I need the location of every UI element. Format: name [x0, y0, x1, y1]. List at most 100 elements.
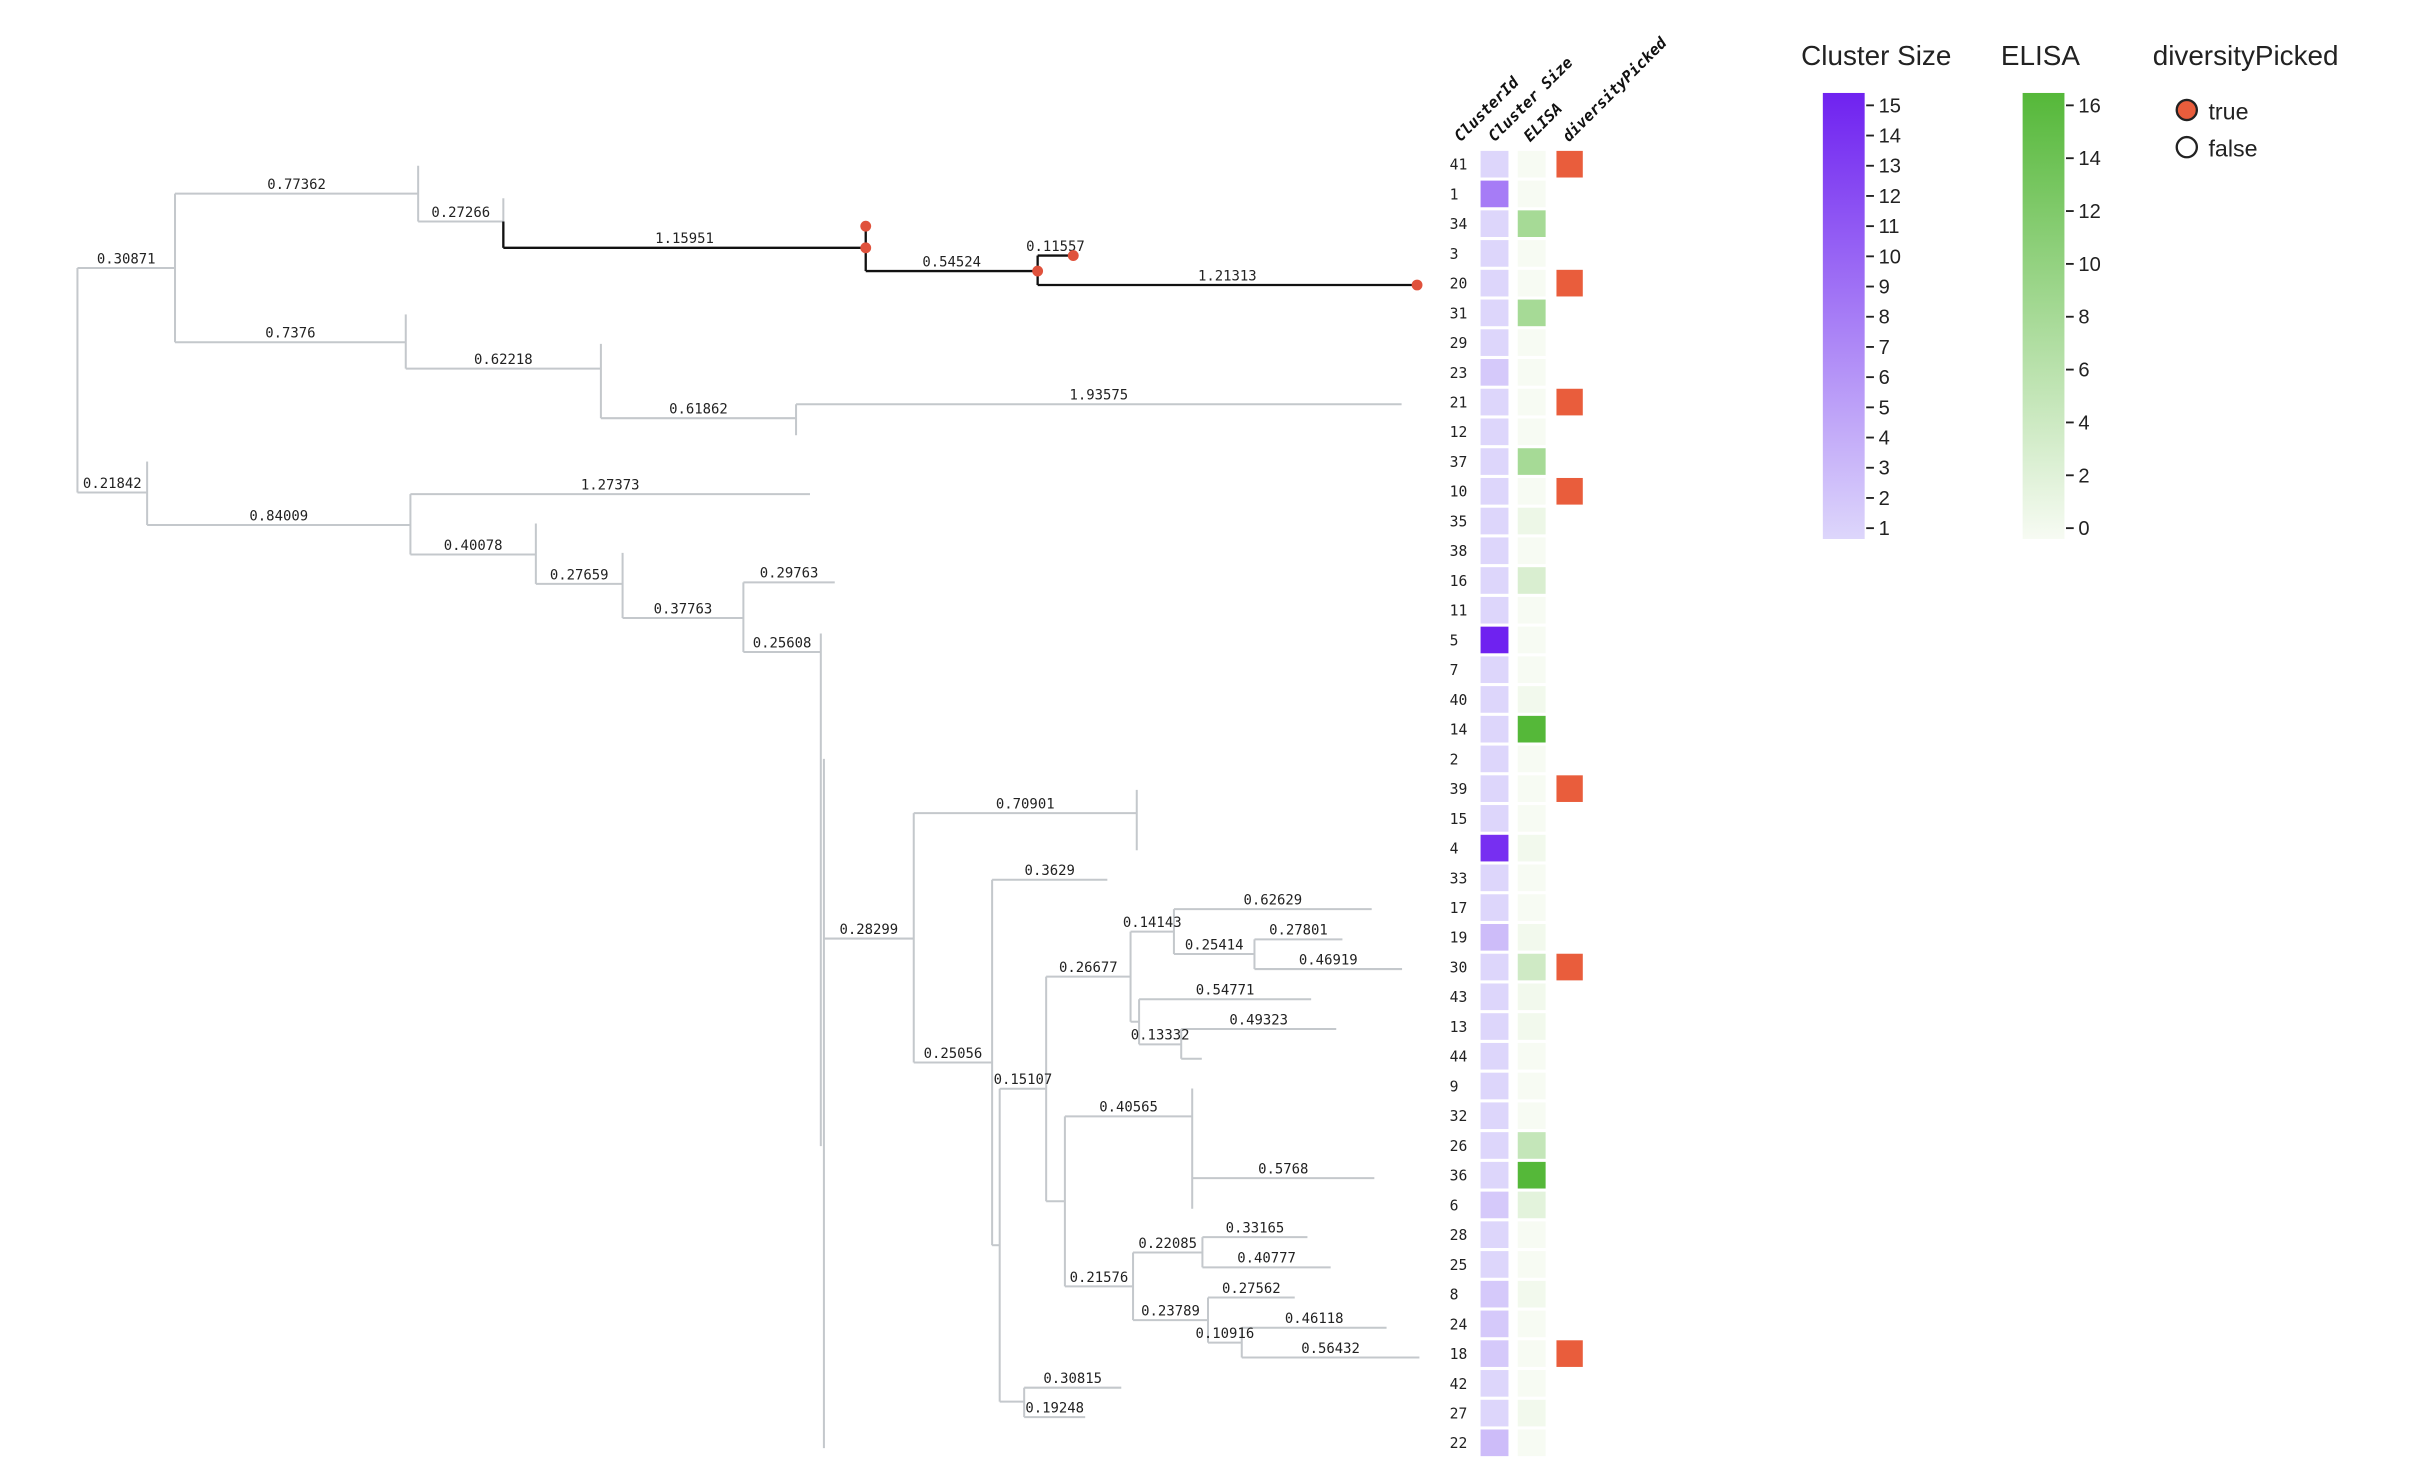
cluster-size-cell[interactable]: [1480, 359, 1509, 386]
cluster-size-cell[interactable]: [1480, 745, 1509, 773]
selected-node-marker-icon[interactable]: [860, 242, 872, 254]
cluster-size-cell[interactable]: [1480, 507, 1509, 535]
cluster-size-cell[interactable]: [1480, 983, 1509, 1011]
cluster-size-cell[interactable]: [1480, 1161, 1509, 1189]
cluster-size-cell[interactable]: [1480, 656, 1509, 684]
elisa-cell[interactable]: [1517, 1013, 1546, 1040]
elisa-cell[interactable]: [1517, 1370, 1546, 1397]
cluster-size-cell[interactable]: [1480, 448, 1509, 475]
cluster-size-cell[interactable]: [1480, 1429, 1509, 1457]
elisa-cell[interactable]: [1517, 596, 1546, 624]
selected-node-marker-icon[interactable]: [860, 220, 872, 232]
diversity-picked-cell[interactable]: [1556, 1340, 1583, 1367]
cluster-size-cell[interactable]: [1480, 805, 1509, 832]
cluster-size-cell[interactable]: [1480, 1370, 1509, 1397]
cluster-size-cell[interactable]: [1480, 775, 1509, 802]
cluster-size-cell[interactable]: [1480, 1399, 1509, 1427]
cluster-size-cell[interactable]: [1480, 1042, 1509, 1070]
cluster-size-cell[interactable]: [1480, 596, 1509, 624]
selected-node-marker-icon[interactable]: [1067, 250, 1079, 261]
cluster-size-cell[interactable]: [1480, 567, 1509, 594]
cluster-size-cell[interactable]: [1480, 1102, 1509, 1130]
cluster-size-cell[interactable]: [1480, 240, 1509, 267]
elisa-cell[interactable]: [1517, 477, 1546, 505]
elisa-cell[interactable]: [1517, 656, 1546, 684]
elisa-cell[interactable]: [1517, 1340, 1546, 1367]
elisa-cell[interactable]: [1517, 210, 1546, 237]
elisa-cell[interactable]: [1517, 567, 1546, 594]
diversity-picked-cell[interactable]: [1556, 388, 1583, 416]
cluster-size-cell[interactable]: [1480, 1221, 1509, 1248]
elisa-cell[interactable]: [1517, 507, 1546, 535]
elisa-cell[interactable]: [1517, 1102, 1546, 1130]
elisa-cell[interactable]: [1517, 299, 1546, 327]
elisa-cell[interactable]: [1517, 1132, 1546, 1159]
diversity-picked-cell[interactable]: [1556, 775, 1583, 802]
elisa-cell[interactable]: [1517, 805, 1546, 832]
elisa-cell[interactable]: [1517, 1429, 1546, 1457]
elisa-cell[interactable]: [1517, 537, 1546, 565]
cluster-size-cell[interactable]: [1480, 388, 1509, 416]
cluster-size-cell[interactable]: [1480, 269, 1509, 297]
elisa-cell[interactable]: [1517, 388, 1546, 416]
cluster-size-cell[interactable]: [1480, 299, 1509, 327]
cluster-size-cell[interactable]: [1480, 864, 1509, 892]
elisa-cell[interactable]: [1517, 686, 1546, 713]
cluster-size-cell[interactable]: [1480, 1280, 1509, 1308]
elisa-cell[interactable]: [1517, 953, 1546, 981]
cluster-size-cell[interactable]: [1480, 953, 1509, 981]
elisa-cell[interactable]: [1517, 1221, 1546, 1248]
elisa-cell[interactable]: [1517, 983, 1546, 1011]
elisa-cell[interactable]: [1517, 894, 1546, 921]
elisa-cell[interactable]: [1517, 1191, 1546, 1219]
elisa-cell[interactable]: [1517, 418, 1546, 446]
cluster-size-cell[interactable]: [1480, 329, 1509, 356]
elisa-cell[interactable]: [1517, 1161, 1546, 1189]
elisa-cell[interactable]: [1517, 1310, 1546, 1338]
elisa-cell[interactable]: [1517, 150, 1546, 178]
cluster-size-cell[interactable]: [1480, 834, 1509, 862]
cluster-size-cell[interactable]: [1480, 1191, 1509, 1219]
cluster-size-cell[interactable]: [1480, 924, 1509, 951]
cluster-size-cell[interactable]: [1480, 686, 1509, 713]
elisa-cell[interactable]: [1517, 448, 1546, 475]
selected-node-marker-icon[interactable]: [1411, 279, 1423, 291]
elisa-cell[interactable]: [1517, 1072, 1546, 1100]
cluster-size-cell[interactable]: [1480, 180, 1509, 208]
cluster-size-cell[interactable]: [1480, 715, 1509, 743]
elisa-cell[interactable]: [1517, 715, 1546, 743]
elisa-cell[interactable]: [1517, 775, 1546, 802]
elisa-cell[interactable]: [1517, 180, 1546, 208]
elisa-cell[interactable]: [1517, 626, 1546, 654]
elisa-cell[interactable]: [1517, 864, 1546, 892]
elisa-cell[interactable]: [1517, 1251, 1546, 1278]
cluster-size-cell[interactable]: [1480, 1340, 1509, 1367]
elisa-cell[interactable]: [1517, 269, 1546, 297]
cluster-size-cell[interactable]: [1480, 1310, 1509, 1338]
cluster-size-cell[interactable]: [1480, 1072, 1509, 1100]
cluster-size-cell[interactable]: [1480, 537, 1509, 565]
elisa-cell[interactable]: [1517, 1399, 1546, 1427]
cluster-size-cell[interactable]: [1480, 477, 1509, 505]
elisa-cell[interactable]: [1517, 359, 1546, 386]
cluster-size-cell[interactable]: [1480, 1251, 1509, 1278]
elisa-cell[interactable]: [1517, 834, 1546, 862]
cluster-size-cell[interactable]: [1480, 1132, 1509, 1159]
cluster-size-cell[interactable]: [1480, 894, 1509, 921]
elisa-cell[interactable]: [1517, 1042, 1546, 1070]
diversity-picked-cell[interactable]: [1556, 150, 1583, 178]
elisa-cell[interactable]: [1517, 745, 1546, 773]
elisa-cell[interactable]: [1517, 329, 1546, 356]
diversity-picked-cell[interactable]: [1556, 477, 1583, 505]
cluster-size-cell[interactable]: [1480, 626, 1509, 654]
cluster-size-cell[interactable]: [1480, 210, 1509, 237]
diversity-picked-cell[interactable]: [1556, 953, 1583, 981]
elisa-cell[interactable]: [1517, 1280, 1546, 1308]
cluster-size-cell[interactable]: [1480, 418, 1509, 446]
cluster-size-cell[interactable]: [1480, 1013, 1509, 1040]
elisa-cell[interactable]: [1517, 924, 1546, 951]
selected-node-marker-icon[interactable]: [1032, 265, 1044, 277]
cluster-size-cell[interactable]: [1480, 150, 1509, 178]
diversity-picked-cell[interactable]: [1556, 269, 1583, 297]
elisa-cell[interactable]: [1517, 240, 1546, 267]
